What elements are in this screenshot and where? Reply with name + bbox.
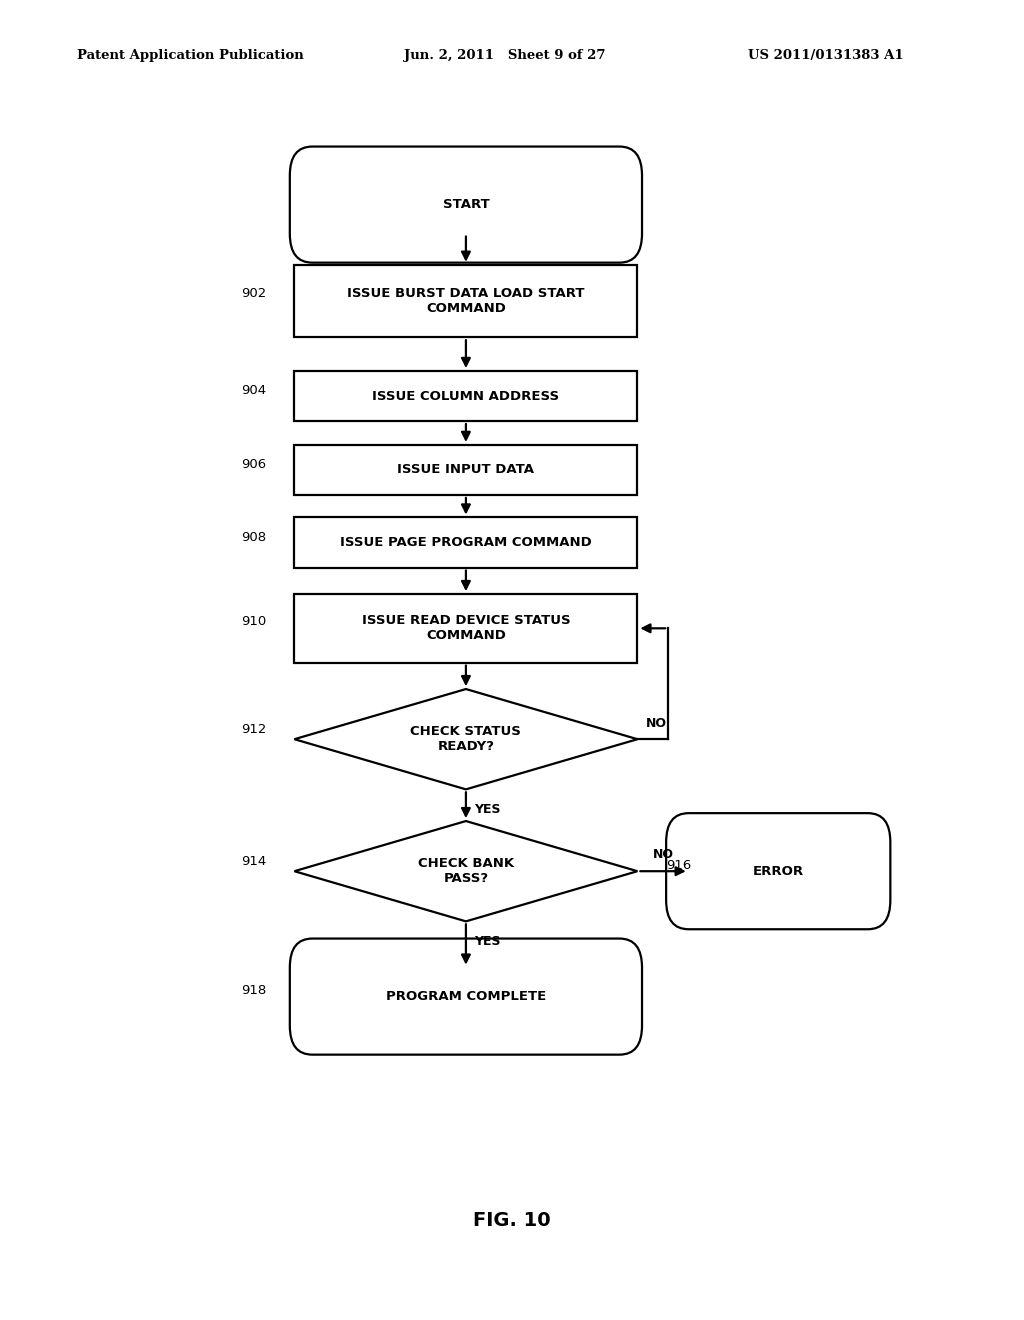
Bar [295, 445, 637, 495]
Text: 906: 906 [241, 458, 266, 471]
Polygon shape [295, 689, 637, 789]
Text: 908: 908 [241, 531, 266, 544]
Text: FIG. 10: FIG. 10 [473, 1212, 551, 1230]
Text: 916: 916 [666, 859, 691, 873]
FancyBboxPatch shape [290, 939, 642, 1055]
Text: ISSUE COLUMN ADDRESS: ISSUE COLUMN ADDRESS [373, 389, 559, 403]
Text: 910: 910 [241, 615, 266, 628]
Text: ISSUE PAGE PROGRAM COMMAND: ISSUE PAGE PROGRAM COMMAND [340, 536, 592, 549]
Text: Jun. 2, 2011   Sheet 9 of 27: Jun. 2, 2011 Sheet 9 of 27 [404, 49, 606, 62]
FancyBboxPatch shape [667, 813, 890, 929]
Text: PROGRAM COMPLETE: PROGRAM COMPLETE [386, 990, 546, 1003]
Text: NO: NO [646, 717, 667, 730]
Bar [295, 517, 637, 568]
Text: 914: 914 [241, 854, 266, 867]
Text: 912: 912 [241, 722, 266, 735]
Text: ISSUE INPUT DATA: ISSUE INPUT DATA [397, 463, 535, 477]
Text: YES: YES [474, 935, 501, 948]
Text: 902: 902 [241, 288, 266, 300]
Text: ISSUE BURST DATA LOAD START
COMMAND: ISSUE BURST DATA LOAD START COMMAND [347, 286, 585, 315]
FancyBboxPatch shape [290, 147, 642, 263]
Text: START: START [442, 198, 489, 211]
Text: CHECK STATUS
READY?: CHECK STATUS READY? [411, 725, 521, 754]
Bar [295, 264, 637, 337]
Text: ERROR: ERROR [753, 865, 804, 878]
Bar [295, 371, 637, 421]
Text: 918: 918 [241, 985, 266, 998]
Text: NO: NO [652, 847, 674, 861]
Text: ISSUE READ DEVICE STATUS
COMMAND: ISSUE READ DEVICE STATUS COMMAND [361, 614, 570, 643]
Polygon shape [295, 821, 637, 921]
Text: Patent Application Publication: Patent Application Publication [77, 49, 303, 62]
Text: CHECK BANK
PASS?: CHECK BANK PASS? [418, 857, 514, 886]
Text: YES: YES [474, 803, 501, 816]
Text: 904: 904 [241, 384, 266, 397]
Bar [295, 594, 637, 663]
Text: US 2011/0131383 A1: US 2011/0131383 A1 [748, 49, 903, 62]
